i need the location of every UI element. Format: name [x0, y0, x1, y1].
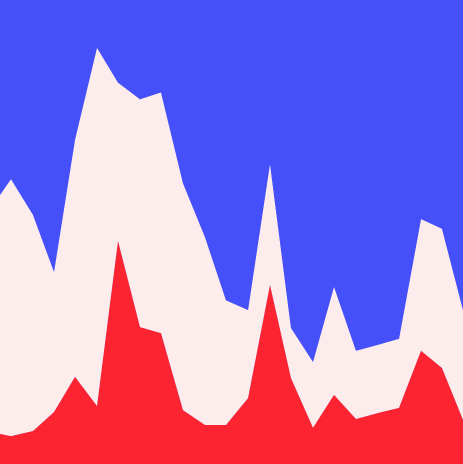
- area: [0, 240, 463, 464]
- area: [0, 47, 463, 437]
- area: [0, 0, 463, 362]
